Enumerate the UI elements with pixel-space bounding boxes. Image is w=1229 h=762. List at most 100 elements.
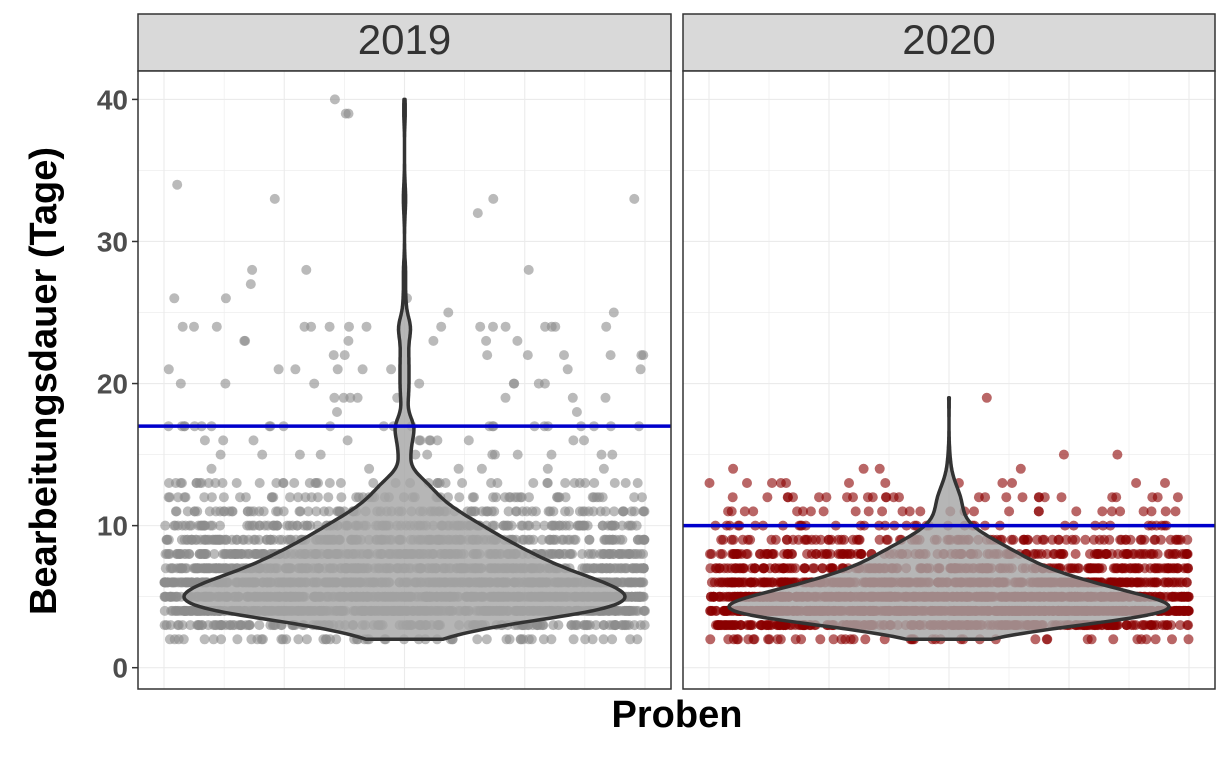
data-point [605, 563, 616, 574]
data-point [180, 492, 191, 503]
data-point [577, 549, 588, 559]
data-point [1167, 591, 1178, 602]
data-point [481, 634, 492, 645]
data-point [428, 335, 439, 346]
data-point [605, 350, 616, 361]
data-point [638, 577, 649, 588]
data-point [1136, 534, 1147, 545]
data-point [608, 307, 619, 318]
data-point [759, 577, 770, 588]
data-point [726, 506, 737, 517]
data-point [323, 492, 334, 503]
data-point [568, 634, 579, 645]
data-point [175, 378, 186, 389]
data-point [1176, 591, 1187, 602]
data-point [336, 492, 347, 503]
data-point [581, 620, 592, 631]
data-point [475, 321, 486, 332]
data-point [862, 492, 873, 503]
data-point [488, 193, 499, 204]
data-point [517, 506, 528, 517]
data-point [629, 193, 640, 204]
data-point [637, 492, 647, 503]
data-point [342, 435, 353, 446]
data-point [1165, 534, 1176, 545]
data-point [344, 321, 354, 332]
data-point [202, 534, 213, 545]
data-point [565, 549, 576, 559]
data-point [598, 463, 609, 474]
data-point [572, 620, 583, 631]
data-point [178, 634, 189, 645]
data-point [796, 634, 807, 645]
data-point [608, 549, 619, 559]
data-point [206, 463, 217, 474]
data-point [728, 463, 739, 474]
data-point [269, 193, 280, 204]
data-point [1183, 563, 1193, 574]
data-point [825, 549, 836, 559]
data-point [848, 634, 859, 645]
data-point [858, 463, 869, 474]
data-point [357, 364, 368, 375]
data-point [324, 478, 335, 488]
data-point [582, 520, 593, 531]
data-point [252, 634, 263, 645]
data-point [1136, 577, 1147, 588]
data-point [1160, 506, 1171, 517]
data-point [1180, 605, 1191, 616]
data-point [709, 577, 720, 588]
data-point [302, 520, 312, 531]
data-point [199, 634, 210, 645]
data-point [639, 605, 649, 616]
data-point [177, 321, 188, 332]
data-point [1117, 577, 1128, 588]
data-point [432, 435, 443, 446]
data-point [164, 478, 174, 488]
data-point [763, 634, 774, 645]
data-point [386, 364, 397, 375]
data-point [361, 321, 372, 332]
data-point [329, 392, 340, 403]
data-point [736, 620, 746, 631]
data-point [488, 321, 498, 332]
data-point [969, 506, 979, 517]
data-point [1131, 478, 1142, 488]
data-point [597, 520, 608, 531]
data-point [856, 549, 867, 559]
data-point [245, 279, 256, 290]
data-point [285, 492, 295, 503]
data-point [294, 449, 305, 460]
data-point [343, 335, 354, 346]
data-point [1150, 634, 1161, 645]
data-point [860, 634, 871, 645]
data-point [1170, 506, 1181, 517]
data-point [192, 563, 203, 574]
data-point [436, 321, 447, 332]
data-point [622, 605, 633, 616]
data-point [821, 492, 832, 503]
data-point [352, 392, 363, 403]
data-point [850, 506, 861, 517]
data-point [997, 478, 1008, 488]
data-point [1033, 506, 1044, 517]
data-point [818, 506, 829, 517]
data-point [1118, 549, 1129, 559]
data-point [727, 620, 738, 631]
data-point [170, 506, 181, 517]
data-point [192, 506, 203, 517]
data-point [553, 620, 564, 631]
data-point [332, 407, 342, 417]
data-point [220, 293, 231, 304]
data-point [598, 634, 609, 645]
data-point [162, 549, 172, 559]
data-point [798, 506, 808, 517]
data-point [220, 549, 231, 559]
data-point [162, 534, 172, 545]
data-point [301, 264, 312, 275]
data-point [770, 563, 781, 574]
data-point [503, 506, 514, 517]
data-point [877, 506, 888, 517]
data-point [589, 478, 600, 488]
data-point [560, 478, 571, 488]
